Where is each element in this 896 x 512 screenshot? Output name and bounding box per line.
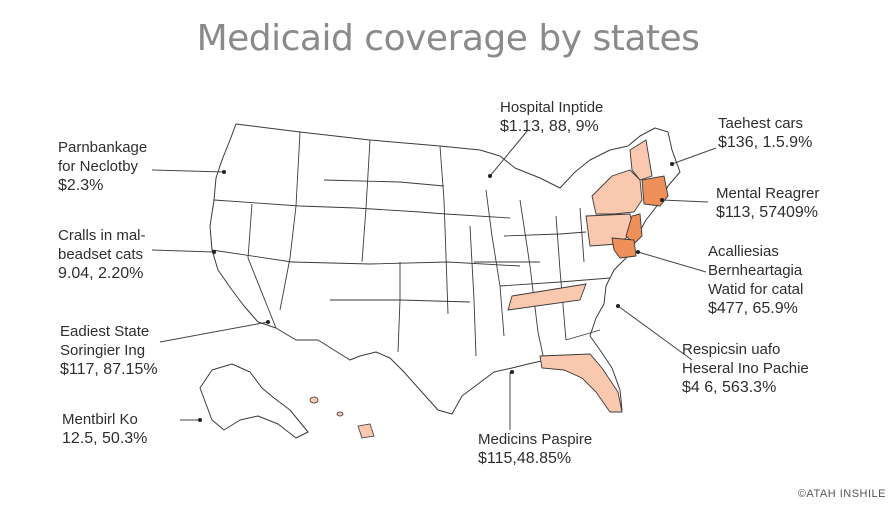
callout-line: Mentbirl Ko <box>62 411 138 428</box>
callout-mid-atlantic: Acalliesias Bernheartagia Watid for cata… <box>708 242 803 318</box>
callout-california: Cralls in mal- beadset cats 9.04, 2.20% <box>58 226 146 283</box>
callout-line: Acalliesias <box>708 243 779 260</box>
state-florida <box>539 353 623 413</box>
leader-dots <box>198 162 674 422</box>
callout-value: $115,48.85% <box>478 450 572 467</box>
state-new-england <box>641 175 669 207</box>
callout-line: Hospital Inptide <box>500 99 604 116</box>
map-title: Medicaid coverage by states <box>196 18 700 59</box>
state-vermont-nh <box>629 139 653 181</box>
state-borders <box>211 131 611 361</box>
callout-line: Cralls in mal- <box>58 227 146 244</box>
credit-text: ©ATAH INSHILE <box>797 488 886 500</box>
callout-value: $1.13, 88, 9% <box>500 118 599 135</box>
callout-value: $117, 87.15% <box>60 361 158 378</box>
callout-gulf: Medicins Paspire $115,48.85% <box>478 430 592 468</box>
callout-line: for Neclotby <box>58 158 139 175</box>
callout-line: Respicsin uafo <box>682 341 781 358</box>
callout-line: Parnbankage <box>58 139 148 156</box>
callout-line: beadset cats <box>58 246 144 263</box>
alaska-shape <box>199 363 309 439</box>
callout-line: Soringier Ing <box>60 342 146 359</box>
callout-value: $2.3% <box>58 177 104 194</box>
us-outline <box>209 123 681 415</box>
callout-alaska: Mentbirl Ko 12.5, 50.3% <box>62 410 147 448</box>
hawaii-shape <box>309 396 375 439</box>
state-new-york <box>591 169 643 215</box>
callout-line: Bernheartagia <box>708 262 803 279</box>
state-maryland <box>611 237 637 259</box>
callout-value: $113, 57409% <box>716 204 819 221</box>
callout-southeast: Respicsin uafo Heseral Ino Pachie $4 6, … <box>682 340 809 397</box>
callout-nw-state: Parnbankage for Neclotby $2.3% <box>58 138 147 195</box>
callout-line: Watid for catal <box>708 281 804 298</box>
callout-midwest: Hospital Inptide $1.13, 88, 9% <box>500 98 603 136</box>
callout-value: $477, 65.9% <box>708 300 798 317</box>
callout-southwest: Eadiest State Soringier Ing $117, 87.15% <box>60 322 158 379</box>
callout-value: $4 6, 563.3% <box>682 379 777 396</box>
state-new-jersey <box>625 213 643 245</box>
callout-line: Taehest cars <box>718 115 804 132</box>
callout-maine: Taehest cars $136, 1.5.9% <box>718 114 812 152</box>
callout-line: Eadiest State <box>60 323 150 340</box>
callout-new-england: Mental Reagrer $113, 57409% <box>716 184 819 222</box>
callout-line: Mental Reagrer <box>716 185 820 202</box>
state-tennessee <box>507 283 587 311</box>
leader-lines <box>151 129 717 430</box>
callout-value: 9.04, 2.20% <box>58 265 144 282</box>
callout-value: 12.5, 50.3% <box>62 430 148 447</box>
callout-line: Heseral Ino Pachie <box>682 360 809 377</box>
callout-value: $136, 1.5.9% <box>718 134 813 151</box>
callout-line: Medicins Paspire <box>478 431 593 448</box>
state-pennsylvania <box>585 213 635 247</box>
